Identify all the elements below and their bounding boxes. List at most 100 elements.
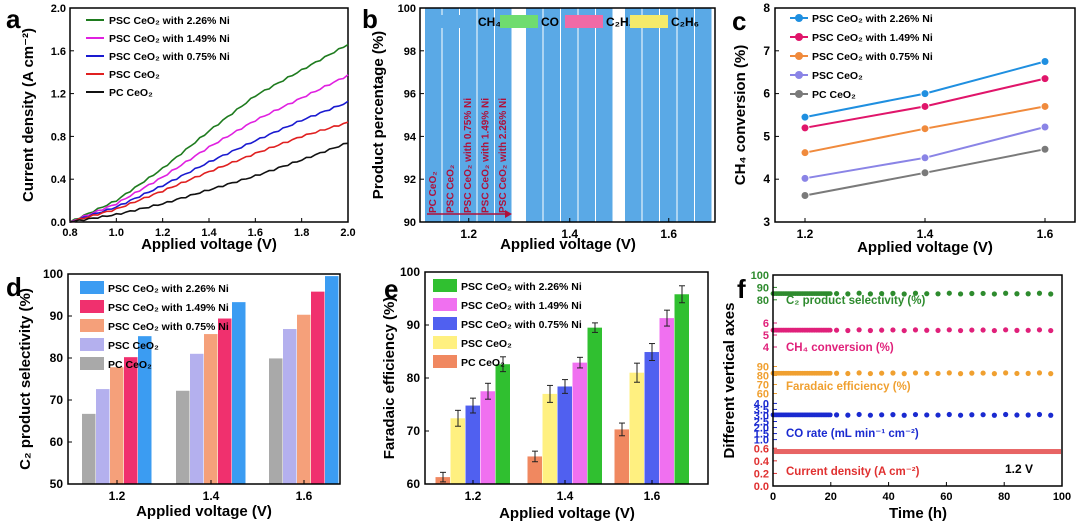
y-tick-label: 80 (407, 371, 421, 385)
data-point (991, 327, 997, 334)
data-point (1025, 327, 1031, 333)
stacked-bar-segment (642, 8, 659, 222)
data-point (890, 412, 896, 418)
data-point (991, 291, 997, 297)
data-point (901, 412, 907, 418)
y-tick-label: 0.4 (51, 174, 67, 186)
y-tick-label: 0.0 (754, 481, 769, 493)
y-tick-label: 6 (763, 87, 770, 101)
series-line (69, 43, 349, 223)
y-tick-label: 80 (50, 351, 64, 365)
series-line (69, 142, 349, 223)
stacked-bar-segment (543, 8, 560, 222)
x-tick-label: 20 (825, 491, 837, 503)
data-point (901, 291, 907, 297)
data-point (912, 411, 919, 418)
x-tick-label: 1.6 (1037, 227, 1054, 241)
y-tick-label: 3 (763, 215, 770, 229)
data-point (800, 148, 810, 158)
x-tick-label: 1.4 (201, 227, 217, 239)
data-point (890, 370, 896, 376)
legend-swatch (437, 15, 475, 28)
stacked-bar-segment (425, 8, 442, 222)
x-tick-label: 1.4 (917, 227, 934, 241)
x-axis-label: Applied voltage (V) (500, 236, 636, 253)
y-tick-label: 94 (404, 131, 417, 143)
data-point (912, 370, 919, 376)
y-tick-label: 60 (50, 435, 64, 449)
y-tick-label: 1.6 (51, 46, 66, 58)
bar (96, 389, 110, 484)
stacked-bar-segment (477, 8, 494, 222)
data-point (1040, 144, 1050, 154)
bar (629, 372, 644, 484)
data-point (935, 327, 941, 334)
sample-label: PSC CeO₂ with 0.75% Ni (463, 98, 474, 213)
data-point (856, 411, 862, 418)
x-axis-label: Applied voltage (V) (136, 503, 272, 520)
data-point (1048, 412, 1054, 418)
y-tick-label: 3.5 (754, 404, 769, 416)
y-tick-label: 50 (50, 477, 64, 491)
panel-letter: a (6, 4, 21, 34)
y-tick-label: 70 (407, 424, 421, 438)
bar (542, 393, 557, 484)
data-point (1014, 327, 1020, 333)
y-axis-label: CH₄ conversion (%) (732, 45, 749, 186)
panel-letter: b (362, 4, 378, 34)
legend-label: PSC CeO₂ with 1.49% Ni (109, 33, 230, 45)
panel-b: b 1.2 1.4 1.6 90 92 94 96 98 100 CH₄ CO C₂H₄ C₂H₆ PC C… (362, 3, 716, 253)
arrow-head (505, 210, 512, 218)
y-tick-label: 60 (407, 477, 421, 491)
data-point (1025, 291, 1031, 297)
plot-frame (67, 273, 341, 485)
data-point (1040, 57, 1050, 66)
legend-marker (795, 33, 803, 41)
data-point (957, 291, 964, 297)
data-point (920, 124, 930, 134)
data-point (1014, 291, 1020, 297)
x-tick-label: 1.4 (561, 227, 578, 241)
data-point (901, 327, 907, 334)
panel-c: c 1.2 1.4 1.6 3 4 5 6 7 8 PSC CeO₂ with 2.26% Ni PS… (732, 1, 1076, 256)
panel-letter: f (737, 274, 746, 304)
data-point (890, 327, 896, 333)
y-tick-label: 0.8 (51, 131, 66, 143)
bar (204, 334, 218, 484)
x-axis-label: Time (h) (889, 505, 947, 522)
legend-swatch (433, 298, 457, 311)
bar (124, 357, 138, 484)
plot-frame (772, 274, 1063, 487)
y-tick-label: 0.4 (754, 456, 770, 468)
y-axis-label: C₂ product selectivity (%) (17, 288, 34, 470)
bar (572, 362, 587, 484)
legend-label: C₂H₆ (671, 15, 699, 29)
legend-label: PSC CeO₂ with 0.75% Ni (812, 51, 933, 63)
stacked-bar-segment (596, 8, 613, 222)
x-tick-label: 1.4 (203, 489, 220, 503)
x-tick-label: 2.0 (340, 227, 355, 239)
data-point (1036, 370, 1043, 376)
y-tick-label: 8 (763, 1, 770, 15)
track-label: C₂ product selectivity (%) (786, 295, 925, 307)
bar (614, 429, 629, 484)
legend-swatch (80, 338, 104, 351)
data-point (827, 291, 833, 296)
data-point (1048, 327, 1054, 334)
data-point (924, 370, 930, 376)
data-point (800, 173, 810, 183)
legend-swatch (80, 357, 104, 370)
x-tick-label: 1.2 (465, 489, 482, 503)
data-point (800, 123, 810, 133)
stacked-bar-segment (526, 8, 543, 222)
y-tick-label: 90 (757, 282, 769, 294)
bar (232, 302, 246, 484)
y-tick-label: 1.2 (51, 89, 66, 101)
stacked-bar-segment (695, 8, 712, 222)
data-point (867, 291, 873, 297)
y-tick-label: 5 (763, 129, 770, 143)
track-label: CH₄ conversion (%) (786, 342, 894, 354)
y-tick-label: 5 (763, 330, 769, 342)
